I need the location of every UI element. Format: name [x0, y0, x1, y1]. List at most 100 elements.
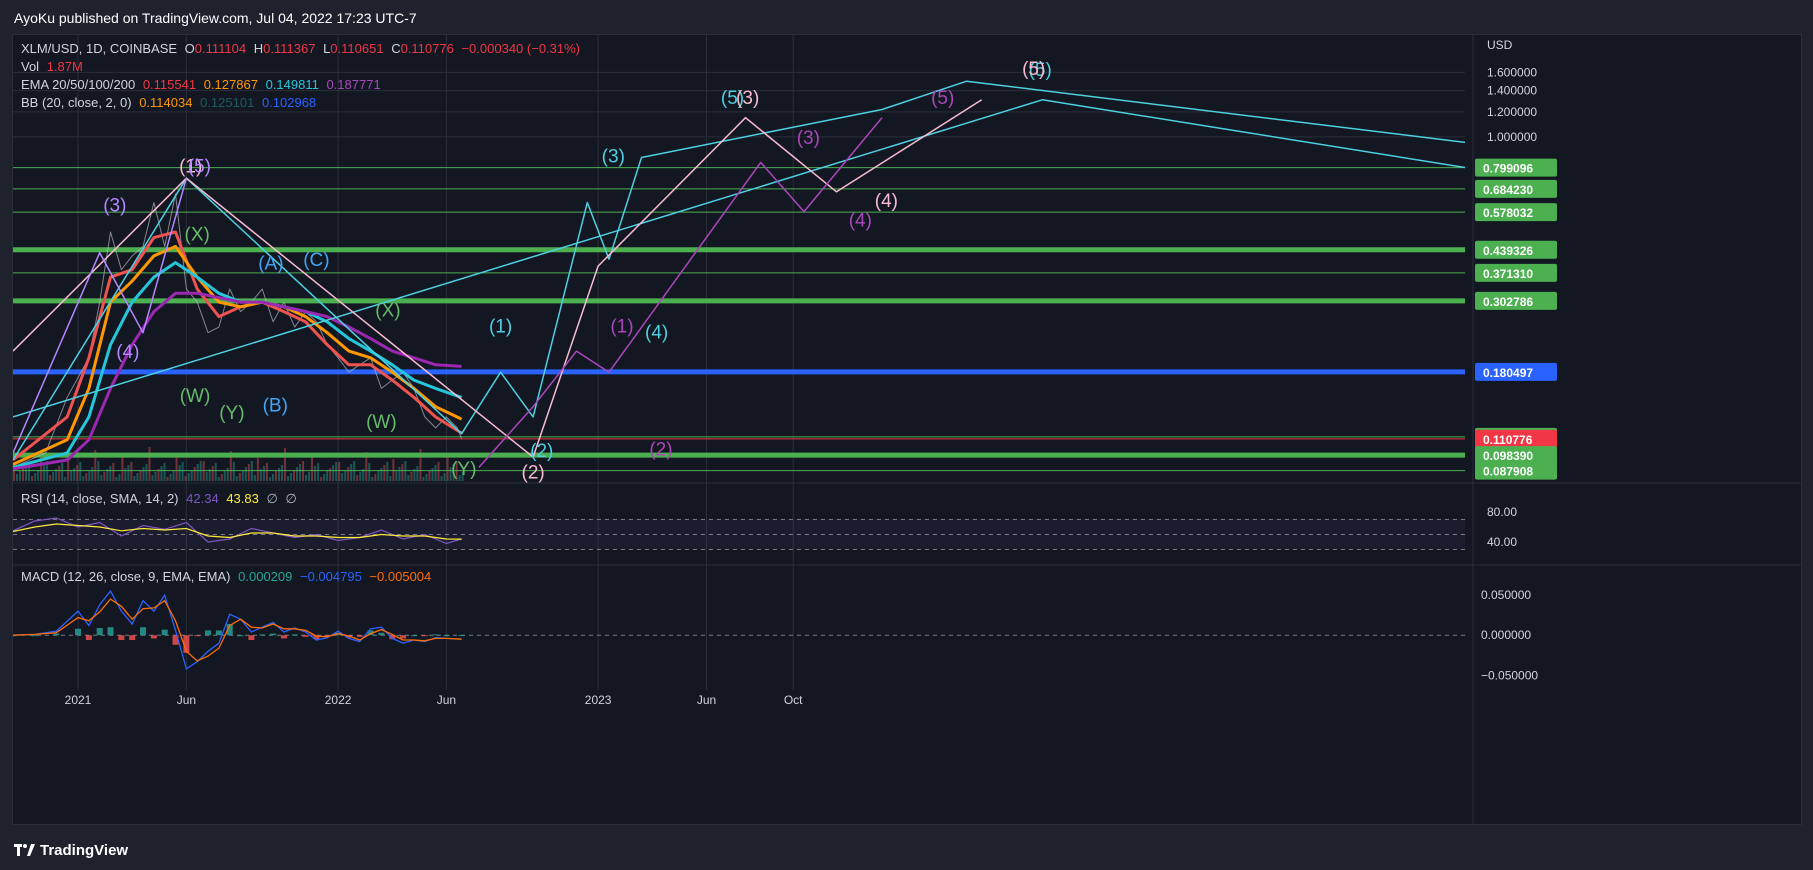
volume-bar	[193, 467, 196, 481]
price-level-tag-label: 0.098390	[1483, 449, 1533, 463]
macd-histogram-bar	[118, 635, 125, 641]
wave-label: (3)	[103, 196, 126, 217]
volume-bar	[145, 464, 148, 481]
volume-bar	[308, 472, 311, 481]
price-tick-label: 1.400000	[1487, 84, 1537, 98]
price-level-tag	[1475, 446, 1557, 465]
volume-value: 1.87M	[46, 59, 83, 74]
chart-canvas[interactable]: (1)(5)(3)(X)(4)(W)(Y)(A) (C)(B)(X)(W)(Y)(…	[13, 35, 1801, 824]
volume-bar	[232, 462, 235, 481]
volume-bar	[124, 468, 127, 481]
wave-label: (4)	[116, 342, 139, 363]
volume-bar	[61, 463, 64, 481]
price-tick-label: 1.200000	[1487, 105, 1537, 119]
wave-label: (5)	[1029, 60, 1052, 81]
volume-bar	[223, 471, 226, 481]
open-label: O	[184, 41, 195, 56]
volume-bar	[410, 472, 413, 481]
volume-bar	[350, 464, 353, 481]
volume-bar	[157, 469, 160, 481]
volume-bar	[443, 473, 446, 481]
macd-histogram-bar	[313, 635, 320, 640]
volume-bar	[413, 469, 416, 481]
wave-path-cyan-primary-count	[13, 80, 1466, 461]
volume-bar	[401, 464, 404, 481]
macd-label[interactable]: MACD (12, 26, close, 9, EMA, EMA)	[21, 569, 231, 584]
volume-bar	[338, 462, 341, 481]
ema-legend: EMA 20/50/100/200 0.115541 0.127867 0.14…	[21, 77, 385, 92]
volume-bar	[166, 477, 169, 481]
volume-bar	[118, 474, 121, 481]
price-level-tag-label: 0.302786	[1483, 295, 1533, 309]
volume-bar	[247, 464, 250, 481]
tradingview-brand: TradingView	[40, 841, 129, 859]
macd-histogram-bar	[443, 635, 450, 637]
volume-bar	[148, 447, 151, 481]
tradingview-logo-icon	[14, 844, 35, 856]
bb-label[interactable]: BB (20, close, 2, 0)	[21, 95, 132, 110]
tradingview-logo[interactable]: TradingView	[14, 840, 128, 860]
volume-bar	[109, 466, 112, 481]
macd-histogram-bar	[53, 633, 60, 636]
volume-bar	[407, 475, 410, 481]
low-label: L	[323, 41, 331, 56]
volume-bar	[356, 475, 359, 481]
rsi-extra-1: ∅	[266, 491, 278, 506]
price-level-tag	[1475, 429, 1557, 448]
volume-bar	[229, 451, 232, 481]
volume-bar	[16, 474, 19, 481]
volume-bar	[329, 468, 332, 481]
volume-bar	[172, 471, 175, 481]
volume-label[interactable]: Vol	[21, 59, 40, 74]
volume-bar	[25, 465, 28, 481]
wave-label: (4)	[849, 211, 872, 232]
volume-bar	[425, 474, 428, 481]
time-tick-label: Oct	[784, 693, 803, 707]
rsi-extra-2: ∅	[285, 491, 297, 506]
volume-bar	[268, 477, 271, 481]
price-level-tag	[1475, 240, 1557, 259]
chart-frame[interactable]: (1) (5) (3) (X) (4) (W) (Y) (A) (C) (B) (X) (W) (Y)(…	[12, 34, 1802, 825]
macd-histogram-bar	[324, 635, 331, 637]
macd-histogram-bar	[129, 635, 136, 641]
rsi-label[interactable]: RSI (14, close, SMA, 14, 2)	[21, 491, 179, 506]
macd-line	[13, 589, 462, 670]
price-axis-unit: USD	[1487, 38, 1513, 52]
volume-bar	[362, 469, 365, 481]
volume-bar	[359, 472, 362, 481]
volume-bar	[127, 465, 130, 481]
time-axis: 2021 Jun 2022 Jun 2023 Jun Oct	[65, 693, 804, 707]
macd-histogram-bar	[280, 635, 287, 639]
macd-histogram-bar	[226, 623, 233, 636]
volume-bar	[422, 477, 425, 481]
volume-bar	[40, 453, 43, 481]
bb-legend: BB (20, close, 2, 0) 0.114034 0.125101 0…	[21, 95, 320, 110]
volume-bar	[238, 473, 241, 481]
series-ema-200	[13, 291, 462, 471]
close-value: 0.110776	[400, 41, 454, 56]
wave-label: (1)	[610, 317, 633, 338]
wave-label: (5)	[931, 88, 954, 109]
volume-bar	[79, 462, 82, 481]
volume-bar	[368, 463, 371, 481]
wave-label: (W)	[366, 412, 397, 433]
volume-bar	[76, 465, 79, 481]
volume-bar	[31, 476, 34, 481]
volume-bar	[49, 475, 52, 481]
volume-bar	[335, 462, 338, 481]
wave-label: (4)	[645, 323, 668, 344]
macd-histogram-bar	[421, 635, 428, 637]
symbol-label[interactable]: XLM/USD, 1D, COINBASE	[21, 41, 178, 56]
volume-bar	[419, 449, 422, 481]
volume-bar	[323, 474, 326, 481]
volume-bar	[226, 468, 229, 481]
ema-label[interactable]: EMA 20/50/100/200	[21, 77, 136, 92]
volume-bar	[449, 467, 452, 481]
macd-legend: MACD (12, 26, close, 9, EMA, EMA) 0.0002…	[21, 569, 435, 584]
ema-200-value: 0.187771	[326, 77, 381, 92]
macd-histogram-bar	[270, 633, 277, 636]
price-level-tag	[1475, 203, 1557, 222]
volume-bar	[428, 471, 431, 481]
volume-bar	[160, 466, 163, 481]
price-level-tag-label: 0.799096	[1483, 162, 1533, 176]
